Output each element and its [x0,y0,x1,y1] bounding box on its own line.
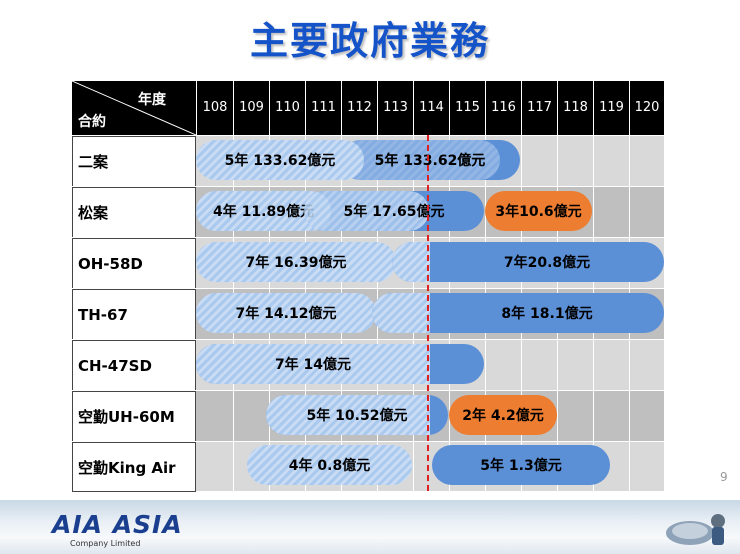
contract-bar-hatched: 4年 0.8億元 [247,445,412,485]
header-corner-cell: 年度 合約 [72,81,196,135]
contract-bar-label: 7年20.8億元 [503,255,591,271]
year-cell: 118 [557,81,593,135]
year-cell: 119 [593,81,629,135]
row-label: 二案 [72,136,196,187]
row-label: TH-67 [72,289,196,340]
row-label: 空勤King Air [72,442,196,492]
current-year-marker [427,135,429,491]
contract-bar-label: 5年 10.52億元 [306,408,408,424]
year-cell: 112 [341,81,377,135]
contract-bar-hatched [372,293,430,333]
contract-bar-hatched: 7年 14.12億元 [196,293,376,333]
contract-bar-hatched: 7年 14億元 [196,344,430,384]
year-cell: 108 [196,81,233,135]
contract-bar-orange: 3年10.6億元 [485,191,592,231]
year-cell: 113 [377,81,413,135]
contract-bar-hatched: 5年 133.62億元 [196,140,364,180]
contract-bar-label: 8年 18.1億元 [501,306,593,322]
contract-bar-hatched [304,191,429,231]
year-cell: 120 [629,81,664,135]
contract-bar-label: 5年 133.62億元 [374,153,486,169]
contract-bar-orange: 2年 4.2億元 [449,395,557,435]
year-cell: 117 [521,81,557,135]
company-logo-subtitle: Company Limited [70,539,141,548]
government-contracts-table: 年度 合約 108 109 110 111 112 113 114 115 11… [72,81,664,492]
page-number: 9 [720,470,728,484]
row-label: 松案 [72,187,196,238]
year-cell: 114 [413,81,449,135]
page-title: 主要政府業務 [249,19,490,63]
contract-bar-solid [392,242,664,282]
year-cell: 115 [449,81,485,135]
row-label: CH-47SD [72,340,196,391]
row-label: OH-58D [72,238,196,289]
diagonal-divider [72,81,196,135]
year-cell: 116 [485,81,521,135]
row-label: 空勤UH-60M [72,391,196,442]
contract-bar-hatched: 7年 16.39億元 [196,242,396,282]
contract-bar-hatched [392,242,430,282]
engine-illustration-icon [666,514,725,545]
year-cell: 111 [305,81,341,135]
year-axis-label: 年度 [138,92,166,108]
contract-bar-solid: 5年 1.3億元 [432,445,610,485]
company-logo: AIA ASIA [52,510,183,539]
year-cell: 110 [269,81,305,135]
year-cell: 109 [233,81,269,135]
contract-bar-overlap [340,140,500,180]
contract-bar-label: 5年 17.65億元 [343,204,445,220]
contract-axis-label: 合約 [78,114,106,130]
footer-banner [0,500,740,554]
contract-bar-hatched [266,395,430,435]
